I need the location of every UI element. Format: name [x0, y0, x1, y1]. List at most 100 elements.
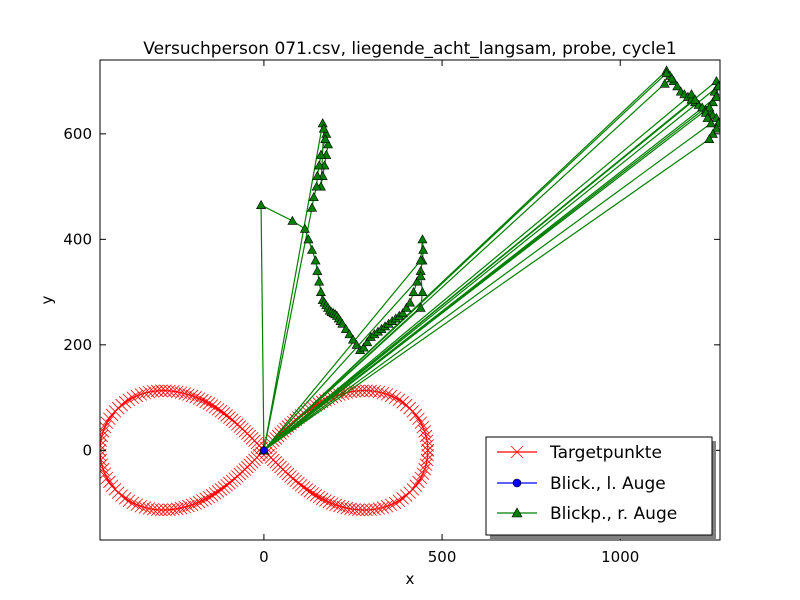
blickp-r-auge-marker — [311, 181, 322, 191]
targetpunkte-marker — [100, 420, 112, 434]
targetpunkte-marker — [103, 475, 116, 489]
targetpunkte-marker — [421, 448, 434, 462]
x-stroke — [294, 478, 308, 492]
targetpunkte-marker — [214, 404, 228, 418]
x-stroke — [185, 389, 199, 403]
blickp-r-auge-marker — [672, 81, 683, 91]
targetpunkte-marker — [333, 499, 346, 513]
x-stroke — [420, 453, 434, 467]
x-stroke — [344, 502, 357, 516]
x-stroke — [205, 489, 219, 502]
plot-series — [100, 65, 720, 517]
targetpunkte-marker — [336, 500, 350, 514]
blickp-r-auge-marker — [704, 102, 715, 112]
legend-entry: Targetpunkte — [497, 443, 662, 463]
x-stroke — [178, 500, 192, 514]
legend-marker — [512, 478, 522, 488]
x-tick-label: 0 — [259, 548, 269, 566]
x-stroke — [208, 400, 222, 414]
x-stroke — [325, 497, 339, 510]
targetpunkte-marker — [418, 462, 431, 476]
targetpunkte-marker — [192, 495, 206, 509]
x-stroke — [303, 485, 317, 498]
targetpunkte-marker — [170, 385, 184, 399]
blickp-r-auge-marker — [408, 286, 419, 296]
x-stroke — [170, 385, 184, 399]
blickp-r-auge-marker — [340, 323, 351, 333]
targetpunkte-marker — [416, 467, 430, 480]
x-stroke — [312, 490, 326, 504]
targetpunkte-marker — [115, 398, 128, 412]
targetpunkte-marker — [329, 498, 343, 512]
targetpunkte-marker — [214, 483, 228, 496]
x-stroke — [392, 393, 406, 407]
x-stroke — [214, 404, 228, 418]
x-stroke — [189, 390, 202, 404]
blickp-r-auge-marker — [303, 234, 314, 244]
x-stroke — [122, 393, 136, 407]
targetpunkte-marker — [217, 407, 231, 420]
x-stroke — [103, 475, 116, 489]
targetpunkte-marker — [294, 478, 308, 492]
targetpunkte-marker — [322, 495, 336, 509]
targetpunkte-marker — [420, 453, 434, 467]
x-stroke — [142, 385, 156, 399]
x-stroke — [421, 448, 434, 462]
x-stroke — [100, 449, 107, 457]
legend-entries: Targetpunkte Blick., l. Auge Blickp., r. A… — [497, 443, 677, 524]
x-stroke — [122, 494, 136, 508]
x-stroke — [138, 501, 152, 514]
targetpunkte-marker — [126, 496, 140, 510]
targetpunkte-marker — [130, 498, 144, 512]
blickp-r-auge-marker — [666, 73, 677, 83]
targetpunkte-marker — [211, 485, 225, 498]
targetpunkte-marker — [364, 503, 377, 517]
targetpunkte-marker — [182, 388, 195, 401]
targetpunkte-marker — [100, 471, 114, 485]
x-stroke — [100, 416, 114, 430]
targetpunkte-marker — [205, 399, 219, 412]
targetpunkte-marker — [348, 503, 361, 516]
x-stroke — [167, 503, 180, 516]
series-targetpunkte — [100, 384, 435, 517]
x-stroke — [211, 402, 225, 416]
targetpunkte-marker — [297, 481, 311, 494]
blickp-r-auge-marker — [415, 255, 426, 265]
blickp-r-auge-marker — [287, 215, 298, 225]
x-stroke — [118, 396, 132, 409]
x-stroke — [220, 409, 233, 422]
x-stroke — [105, 479, 119, 493]
x-stroke — [409, 479, 423, 493]
targetpunkte-marker — [100, 444, 107, 457]
targetpunkte-marker — [118, 396, 132, 409]
x-stroke — [368, 502, 382, 516]
blickp-r-auge-marker — [417, 234, 428, 244]
x-stroke — [182, 499, 195, 513]
blickp-r-auge-marker — [315, 149, 326, 159]
blickp-r-auge-marker — [711, 91, 720, 101]
targetpunkte-marker — [122, 494, 136, 508]
targetpunkte-marker — [306, 487, 320, 500]
targetpunkte-marker — [118, 492, 132, 505]
blickp-r-auge-marker — [661, 68, 672, 78]
blickp-r-auge-marker — [312, 265, 323, 275]
x-stroke — [100, 434, 108, 443]
targetpunkte-marker — [412, 412, 425, 426]
blickp-r-auge-marker — [706, 118, 717, 128]
targetpunkte-marker — [146, 502, 160, 516]
x-stroke — [192, 495, 206, 509]
targetpunkte-marker — [208, 400, 222, 414]
x-stroke — [100, 420, 112, 433]
x-stroke — [182, 388, 195, 401]
x-stroke — [163, 384, 176, 398]
x-stroke — [126, 496, 140, 510]
blickp-r-auge-marker — [314, 160, 325, 170]
x-stroke — [220, 478, 233, 492]
x-stroke — [100, 453, 108, 462]
targetpunkte-marker — [380, 499, 394, 513]
x-stroke — [396, 492, 409, 505]
blickp-r-auge-marker — [417, 286, 428, 296]
targetpunkte-marker — [189, 390, 202, 404]
blickp-r-auge-marker — [686, 89, 697, 99]
blickp-r-auge-marker — [362, 337, 373, 347]
